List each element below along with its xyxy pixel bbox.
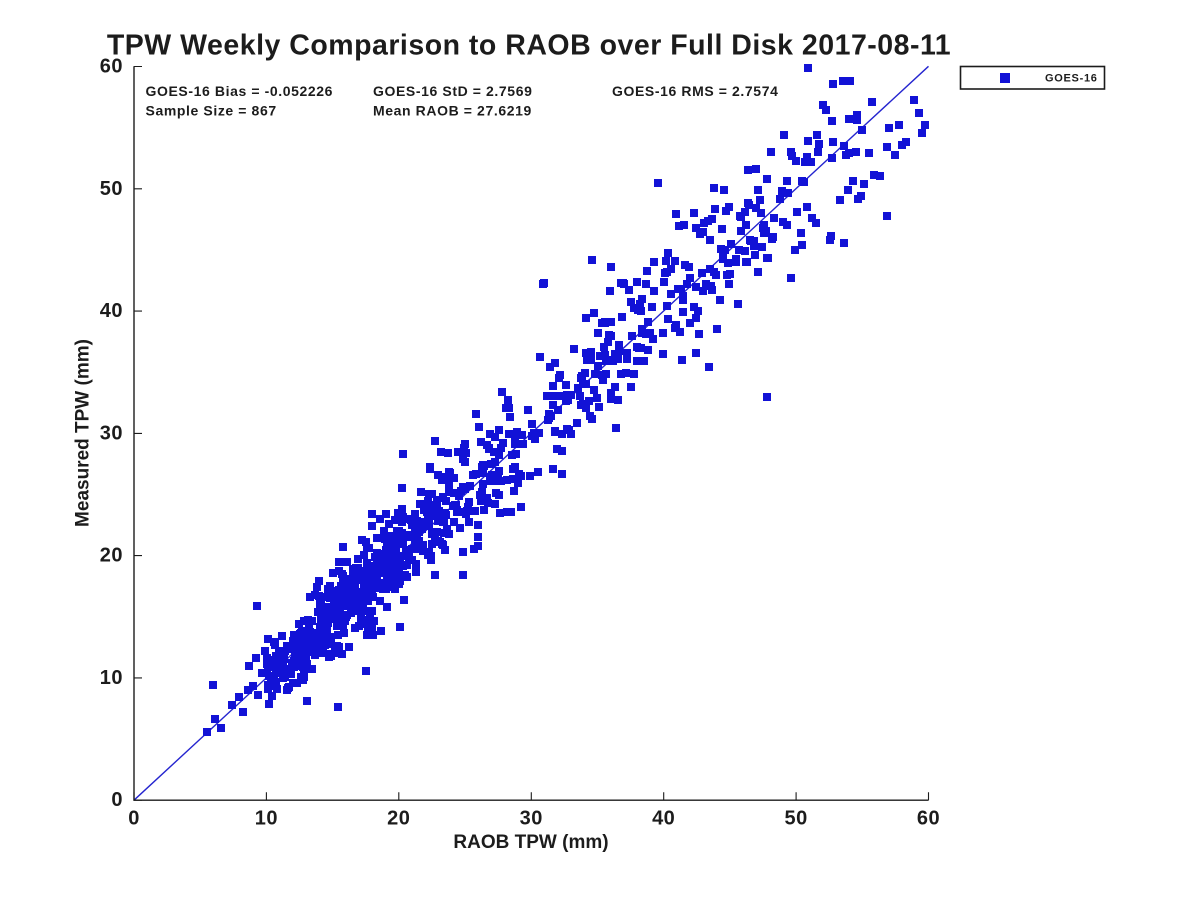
svg-text:30: 30 <box>520 808 543 830</box>
svg-text:20: 20 <box>387 808 410 830</box>
svg-text:TPW Weekly Comparison to RAOB: TPW Weekly Comparison to RAOB over Full … <box>107 30 951 62</box>
svg-text:Sample Size = 867: Sample Size = 867 <box>146 103 277 119</box>
svg-text:0: 0 <box>128 808 140 830</box>
svg-text:50: 50 <box>100 178 123 200</box>
svg-text:20: 20 <box>100 545 123 567</box>
svg-text:GOES-16 StD = 2.7569: GOES-16 StD = 2.7569 <box>373 83 532 99</box>
svg-text:30: 30 <box>100 422 123 444</box>
svg-text:Mean RAOB = 27.6219: Mean RAOB = 27.6219 <box>373 103 532 119</box>
svg-text:50: 50 <box>784 808 807 830</box>
svg-text:0: 0 <box>111 789 123 811</box>
svg-text:10: 10 <box>100 667 123 689</box>
svg-text:GOES-16: GOES-16 <box>1045 73 1098 85</box>
svg-text:40: 40 <box>100 300 123 322</box>
svg-text:60: 60 <box>100 56 123 78</box>
svg-text:10: 10 <box>255 808 278 830</box>
svg-text:RAOB TPW (mm): RAOB TPW (mm) <box>453 832 608 853</box>
svg-text:Measured TPW (mm): Measured TPW (mm) <box>73 339 94 527</box>
svg-text:60: 60 <box>917 808 940 830</box>
svg-text:GOES-16 RMS = 2.7574: GOES-16 RMS = 2.7574 <box>612 83 778 99</box>
svg-text:40: 40 <box>652 808 675 830</box>
svg-text:GOES-16 Bias = -0.052226: GOES-16 Bias = -0.052226 <box>146 83 334 99</box>
